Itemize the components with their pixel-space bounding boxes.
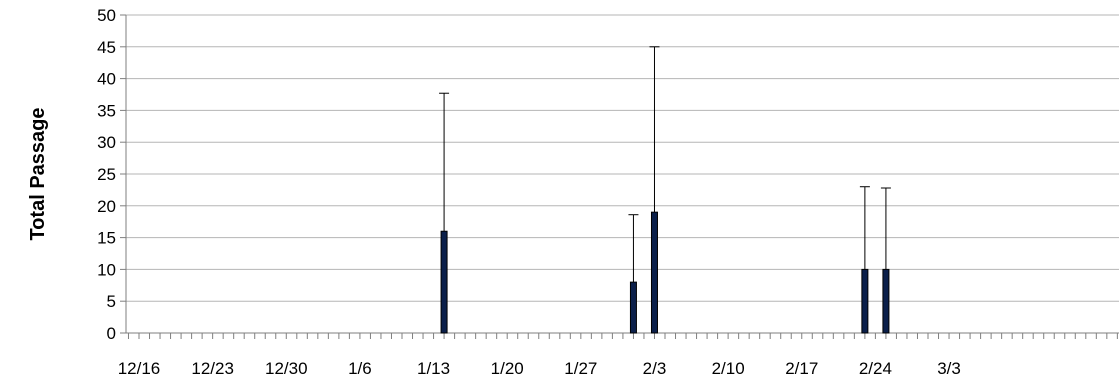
y-axis-ticks: 0 5 10 15 20 25 30 35 40 45 50	[97, 6, 126, 343]
x-tick-label: 12/16	[118, 359, 161, 378]
bar	[440, 230, 448, 334]
x-tick-label: 1/13	[417, 359, 450, 378]
x-tick-label: 2/3	[643, 359, 667, 378]
y-tick-label: 30	[97, 133, 116, 152]
x-tick-label: 2/10	[712, 359, 745, 378]
x-tick-label: 1/20	[491, 359, 524, 378]
y-tick-label: 5	[107, 292, 116, 311]
y-tick-label: 45	[97, 38, 116, 57]
y-tick-label: 35	[97, 101, 116, 120]
bar	[629, 281, 637, 334]
x-tick-label: 1/6	[348, 359, 372, 378]
bar	[882, 268, 890, 334]
x-tick-label: 2/24	[859, 359, 892, 378]
y-axis-label: Total Passage	[27, 107, 49, 240]
y-tick-label: 10	[97, 260, 116, 279]
x-tick-label: 12/23	[191, 359, 234, 378]
y-tick-label: 25	[97, 165, 116, 184]
y-tick-label: 15	[97, 229, 116, 248]
x-tick-label: 1/27	[564, 359, 597, 378]
x-tick-label: 3/3	[937, 359, 961, 378]
y-tick-label: 20	[97, 197, 116, 216]
bar	[650, 211, 658, 334]
gridlines	[126, 14, 1119, 302]
y-tick-label: 50	[97, 6, 116, 25]
y-tick-label: 40	[97, 70, 116, 89]
y-tick-label: 0	[107, 324, 116, 343]
x-axis-ticks: 12/16 12/23 12/30 1/6 1/13 1/20 1/27 2/3 2/10 2/1…	[118, 333, 1118, 378]
x-tick-label: 2/17	[785, 359, 818, 378]
x-tick-label: 12/30	[265, 359, 308, 378]
bars	[439, 46, 891, 334]
bar	[861, 268, 869, 334]
